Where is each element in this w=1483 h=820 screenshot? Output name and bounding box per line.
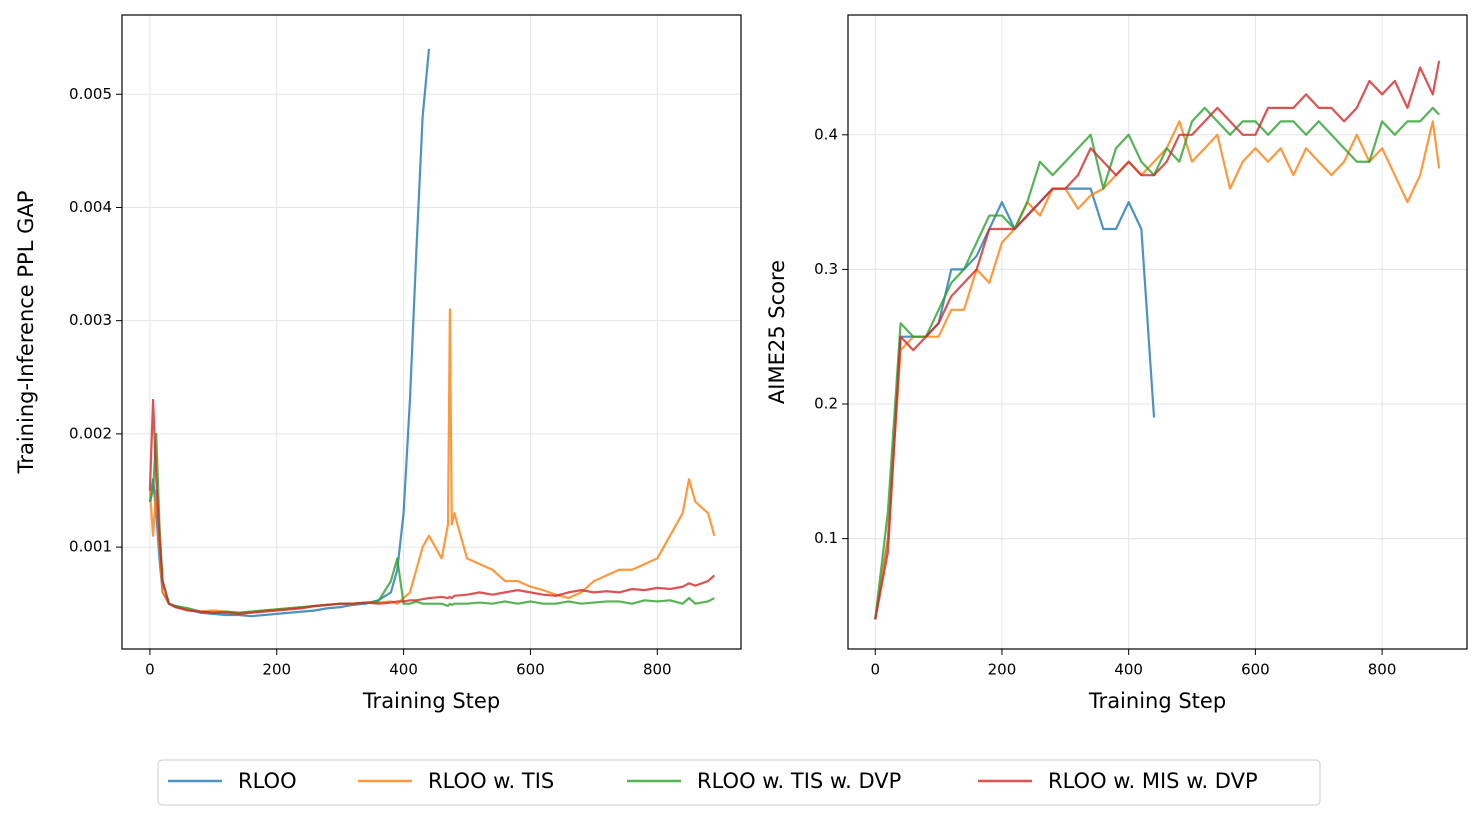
- legend-label: RLOO w. TIS w. DVP: [697, 769, 901, 793]
- x-tick-label: 800: [643, 661, 672, 679]
- series-line: [874, 106, 1440, 620]
- series-line: [874, 60, 1441, 620]
- x-tick-label: 200: [262, 661, 291, 679]
- x-axis-label: Training Step: [362, 689, 500, 713]
- y-tick-label: 0.4: [814, 125, 838, 143]
- y-tick-label: 0.004: [69, 198, 112, 216]
- y-tick-label: 0.002: [69, 424, 112, 442]
- legend-label: RLOO: [238, 769, 297, 793]
- x-axis-label: Training Step: [1088, 689, 1226, 713]
- plot-frame: [121, 14, 742, 650]
- x-tick-label: 0: [145, 661, 155, 679]
- y-tick-label: 0.005: [69, 85, 112, 103]
- y-tick-label: 0.1: [814, 529, 838, 547]
- series-line: [148, 308, 716, 614]
- series-line: [148, 398, 716, 615]
- legend-label: RLOO w. TIS: [428, 769, 554, 793]
- x-tick-label: 400: [389, 661, 418, 679]
- y-axis-label: AIME25 Score: [765, 260, 789, 404]
- legend-box: [157, 759, 1321, 806]
- x-tick-label: 400: [1114, 661, 1143, 679]
- x-tick-label: 200: [988, 661, 1017, 679]
- y-tick-label: 0.001: [69, 538, 112, 556]
- x-tick-label: 600: [516, 661, 545, 679]
- legend-label: RLOO w. MIS w. DVP: [1048, 769, 1258, 793]
- plot-frame: [847, 14, 1468, 650]
- x-tick-label: 600: [1241, 661, 1270, 679]
- y-tick-label: 0.3: [814, 260, 838, 278]
- series-line: [874, 120, 1441, 620]
- x-tick-label: 800: [1368, 661, 1397, 679]
- x-tick-label: 0: [870, 661, 880, 679]
- legend: RLOO RLOO w. TIS RLOO w. TIS w. DVP RLOO w.…: [168, 769, 1258, 793]
- y-axis-label: Training-Inference PPL GAP: [14, 191, 38, 475]
- series-line: [148, 48, 431, 618]
- y-tick-label: 0.003: [69, 311, 112, 329]
- y-tick-label: 0.2: [814, 395, 838, 413]
- series-line: [148, 432, 715, 614]
